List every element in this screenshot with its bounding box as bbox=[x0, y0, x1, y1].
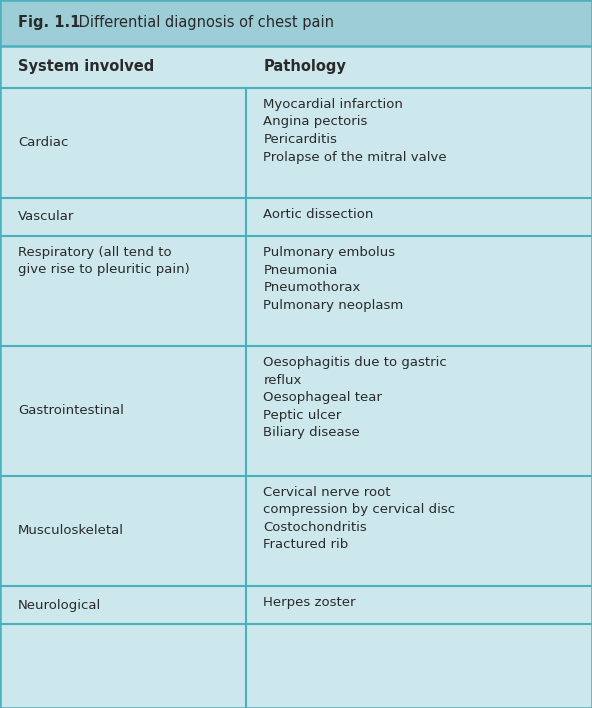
Text: Pathology: Pathology bbox=[263, 59, 346, 74]
Text: Pulmonary embolus
Pneumonia
Pneumothorax
Pulmonary neoplasm: Pulmonary embolus Pneumonia Pneumothorax… bbox=[263, 246, 404, 312]
Bar bbox=[0, 46, 592, 88]
Text: Oesophagitis due to gastric
reflux
Oesophageal tear
Peptic ulcer
Biliary disease: Oesophagitis due to gastric reflux Oesop… bbox=[263, 356, 447, 439]
Text: Cervical nerve root
compression by cervical disc
Costochondritis
Fractured rib: Cervical nerve root compression by cervi… bbox=[263, 486, 456, 552]
Text: Gastrointestinal: Gastrointestinal bbox=[18, 404, 124, 418]
Text: Aortic dissection: Aortic dissection bbox=[263, 208, 374, 221]
Bar bbox=[0, 88, 592, 198]
Text: Neurological: Neurological bbox=[18, 598, 101, 612]
Bar bbox=[0, 236, 592, 346]
Text: Vascular: Vascular bbox=[18, 210, 74, 224]
Text: System involved: System involved bbox=[18, 59, 154, 74]
Bar bbox=[0, 0, 592, 46]
Text: Respiratory (all tend to
give rise to pleuritic pain): Respiratory (all tend to give rise to pl… bbox=[18, 246, 189, 277]
Bar bbox=[0, 198, 592, 236]
Bar bbox=[0, 586, 592, 624]
Text: Herpes zoster: Herpes zoster bbox=[263, 596, 356, 609]
Text: Myocardial infarction
Angina pectoris
Pericarditis
Prolapse of the mitral valve: Myocardial infarction Angina pectoris Pe… bbox=[263, 98, 447, 164]
Bar bbox=[0, 476, 592, 586]
Bar bbox=[0, 346, 592, 476]
Text: Fig. 1.1: Fig. 1.1 bbox=[18, 16, 80, 30]
Text: Differential diagnosis of chest pain: Differential diagnosis of chest pain bbox=[74, 16, 334, 30]
Text: Cardiac: Cardiac bbox=[18, 137, 68, 149]
Text: Musculoskeletal: Musculoskeletal bbox=[18, 525, 124, 537]
